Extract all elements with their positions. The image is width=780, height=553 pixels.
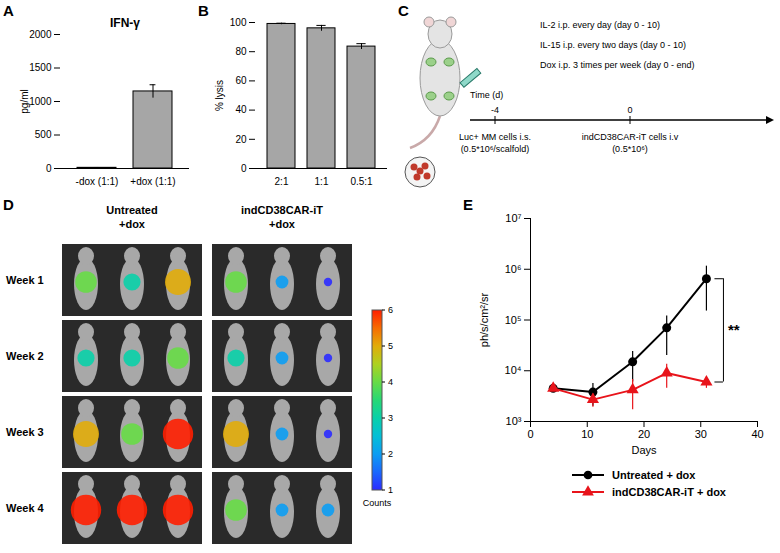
- svg-text:6: 6: [388, 305, 393, 315]
- svg-text:2000: 2000: [29, 29, 52, 40]
- svg-text:ph/s/cm²/sr: ph/s/cm²/sr: [478, 292, 490, 347]
- svg-text:10⁵: 10⁵: [505, 314, 522, 326]
- svg-text:Dox i.p. 3 times per week (day: Dox i.p. 3 times per week (day 0 - end): [540, 60, 695, 70]
- svg-text:IL-2 i.p. every day (day 0 - 1: IL-2 i.p. every day (day 0 - 10): [540, 20, 660, 30]
- html-text:C: C: [398, 2, 409, 19]
- svg-text:Days: Days: [631, 444, 657, 456]
- svg-text:IL-15 i.p. every two days (day: IL-15 i.p. every two days (day 0 - 10): [540, 40, 686, 50]
- svg-text:+dox (1:1): +dox (1:1): [130, 176, 175, 187]
- svg-text:Luc+ MM cells i.s.: Luc+ MM cells i.s.: [459, 132, 531, 142]
- svg-text:Week 1: Week 1: [6, 274, 44, 286]
- svg-text:(0.5*10⁶/scalfold): (0.5*10⁶/scalfold): [461, 144, 530, 154]
- svg-text:100: 100: [230, 17, 247, 28]
- svg-text:+dox: +dox: [119, 218, 146, 230]
- svg-text:5: 5: [388, 341, 393, 351]
- svg-text:1:1: 1:1: [315, 176, 329, 187]
- svg-text:2:1: 2:1: [275, 176, 289, 187]
- svg-text:-dox (1:1): -dox (1:1): [76, 176, 119, 187]
- svg-text:0: 0: [527, 428, 533, 440]
- svg-text:Week 2: Week 2: [6, 350, 44, 362]
- html-text:indCD38CAR-iT + dox: indCD38CAR-iT + dox: [612, 485, 726, 498]
- svg-text:10⁶: 10⁶: [505, 263, 522, 275]
- html-text:B: B: [198, 2, 209, 19]
- svg-text:Time (d): Time (d): [470, 90, 503, 100]
- svg-text:1: 1: [388, 485, 393, 495]
- svg-text:IFN-γ: IFN-γ: [110, 16, 140, 30]
- svg-text:0: 0: [46, 163, 52, 174]
- svg-text:10³: 10³: [506, 415, 522, 427]
- svg-text:10⁴: 10⁴: [505, 364, 522, 376]
- svg-text:4: 4: [388, 377, 393, 387]
- svg-text:(0.5*10⁶): (0.5*10⁶): [612, 144, 648, 154]
- svg-text:1500: 1500: [29, 62, 52, 73]
- svg-text:Week 4: Week 4: [6, 502, 45, 514]
- svg-text:60: 60: [235, 75, 247, 86]
- svg-text:Week 3: Week 3: [6, 426, 44, 438]
- svg-text:10⁷: 10⁷: [505, 212, 521, 224]
- svg-text:pg/ml: pg/ml: [19, 89, 30, 113]
- svg-text:**: **: [728, 321, 740, 338]
- svg-text:0.5:1: 0.5:1: [350, 176, 373, 187]
- svg-text:3: 3: [388, 413, 393, 423]
- svg-text:10: 10: [581, 428, 593, 440]
- svg-text:20: 20: [235, 134, 247, 145]
- svg-text:40: 40: [751, 428, 763, 440]
- html-text:E: E: [463, 196, 473, 213]
- svg-text:Counts: Counts: [363, 498, 392, 508]
- svg-text:indCD38CAR-iT: indCD38CAR-iT: [241, 204, 323, 216]
- html-text:D: D: [3, 196, 14, 213]
- svg-text:% lysis: % lysis: [214, 80, 225, 111]
- svg-text:30: 30: [695, 428, 707, 440]
- svg-text:-4: -4: [491, 105, 499, 115]
- html-text:A: A: [3, 2, 14, 19]
- svg-text:20: 20: [638, 428, 650, 440]
- svg-text:indCD38CAR-iT cells i.v: indCD38CAR-iT cells i.v: [582, 132, 679, 142]
- svg-text:+dox: +dox: [269, 218, 296, 230]
- svg-text:80: 80: [235, 46, 247, 57]
- svg-text:2: 2: [388, 449, 393, 459]
- svg-text:0: 0: [241, 163, 247, 174]
- html-text:Untreated + dox: Untreated + dox: [612, 468, 696, 481]
- svg-text:40: 40: [235, 104, 247, 115]
- svg-text:Untreated: Untreated: [106, 204, 157, 216]
- svg-text:0: 0: [627, 105, 632, 115]
- svg-text:1000: 1000: [29, 96, 52, 107]
- svg-text:500: 500: [35, 129, 52, 140]
